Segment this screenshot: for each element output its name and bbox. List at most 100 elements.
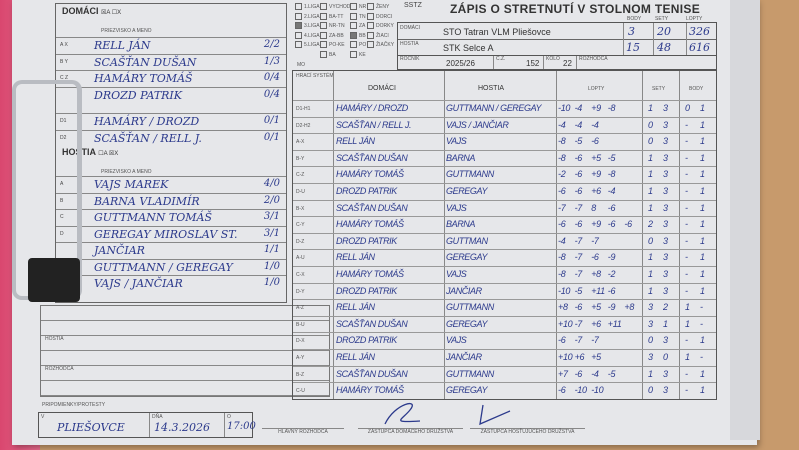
league-checkbox[interactable]: ZA-BB [320,32,344,39]
player-score: 0/1 [263,131,280,143]
set-score: -7 [574,318,583,329]
league-checkbox[interactable]: 4.LIGA [295,32,320,39]
match-point: 1 [700,368,705,379]
league-checkbox[interactable]: BA [320,51,336,58]
set-score: -7 [574,269,583,279]
match-point: - [700,318,703,329]
set-score: +5 [591,352,601,362]
player-name: SCAŠŤAN / RELL J. [94,131,202,145]
away-player: GUTTMANN [446,169,494,180]
sets-won: 1 [648,169,653,180]
league-checkbox[interactable]: ZA [350,22,365,29]
balls-header: LOPTY [686,16,703,22]
match-point: 1 [700,335,705,346]
sets-won: 3 [648,302,653,313]
league-checkbox[interactable]: NR [350,3,366,10]
set-score: +5 [591,302,601,313]
set-score: -10 [574,385,587,396]
sets-won: 1 [648,368,653,379]
set-score: -6 [558,186,566,196]
home-sets: 20 [657,25,671,38]
player-name: RELL JÁN [94,39,151,52]
player-score: 1/0 [263,277,280,288]
player-code: C [60,214,64,220]
set-score: -6 [574,152,583,163]
set-score: -4 [558,119,566,130]
league-checkbox[interactable]: BB [350,32,366,39]
set-score: -7 [574,252,583,263]
set-score: -6 [574,186,583,196]
sets-won: 3 [663,285,668,296]
set-score: -6 [607,285,616,296]
player-score: 3/1 [263,211,280,222]
sets-won: 0 [648,119,653,130]
player-name: VAJS MAREK [94,178,169,191]
sets-won: 3 [663,202,668,213]
away-player: VAJS [446,136,467,147]
system-code: C-X [296,272,305,278]
sets-won: 3 [648,352,653,362]
league-checkbox[interactable]: TN [350,13,366,20]
sets-won: 3 [663,385,668,396]
set-score: -5 [574,136,583,147]
player-code: A [60,181,64,187]
set-score: -4 [607,186,616,196]
league-checkbox[interactable]: 2.LIGA [295,13,320,20]
clip-handle [28,258,80,302]
system-code: A-X [296,139,305,146]
home-player: DROZD PATRIK [336,335,397,346]
match-point: - [685,136,688,147]
player-name: JANČIAR [94,244,145,257]
set-score: -6 [607,202,616,213]
home-player: HAMÁRY TOMÁŠ [336,219,404,230]
sets-won: 2 [648,219,653,230]
set-score: 8 [591,202,596,213]
match-point: 1 [700,202,705,213]
league-checkbox[interactable]: KE [350,51,366,58]
sets-won: 1 [648,186,653,196]
sets-won: 1 [648,252,653,263]
set-score: -8 [607,169,616,180]
away-player: VAJS [446,269,467,279]
league-checkbox[interactable]: DORKY [367,22,394,29]
player-name: SCAŠŤAN DUŠAN [94,55,197,69]
sets-won: 3 [648,318,653,329]
set-score: -8 [558,269,566,279]
league-checkbox[interactable]: VYCHOD [320,3,350,10]
match-no-label: Č.Z. [496,56,506,62]
league-checkbox[interactable]: ŽIAČKY [367,41,394,48]
player-score: 1/1 [263,244,280,255]
sets-won: 1 [648,285,653,296]
match-point: 1 [700,252,705,263]
set-score: -4 [558,235,566,246]
away-player: BARNA [446,219,476,230]
match-point: 1 [700,119,705,130]
league-checkbox[interactable]: 1.LIGA [295,3,320,10]
league-checkbox[interactable]: 3.LIGA [295,22,320,29]
set-score: -2 [558,169,566,180]
away-player: GUTTMAN [446,235,488,246]
league-checkbox[interactable]: 5.LIGA [295,41,320,48]
league-checkbox[interactable]: PO-KE [320,41,345,48]
match-point: - [685,285,688,296]
home-player: HAMÁRY TOMÁŠ [336,269,404,279]
league-checkbox[interactable]: PO [350,41,366,48]
set-score: -4 [574,103,583,113]
league-checkbox[interactable]: ŽENY [367,3,389,10]
system-code: C-U [296,388,305,395]
sets-won: 3 [663,335,668,346]
home-player: RELL JÁN [336,252,375,263]
away-rep-sign: ZÁSTUPCA HOSŤUJÚCEHO DRUŽSTVA [470,428,585,435]
name-header-away: PRIEZVISKO A MENO [101,169,152,175]
player-row: DROZD PATRIK 0/4 [56,86,286,103]
league-checkbox[interactable]: ŽIACI [367,32,389,39]
away-player: VAJS / JANČIAR [446,119,509,130]
sets-won: 3 [663,119,668,130]
league-checkbox[interactable]: NR-TN [320,22,345,29]
match-point: 1 [700,235,705,246]
home-points: 3 [628,25,635,38]
league-checkbox[interactable]: BA-TT [320,13,343,20]
round-label: KOLO [546,56,560,62]
league-checkbox[interactable]: DORCI [367,13,392,20]
